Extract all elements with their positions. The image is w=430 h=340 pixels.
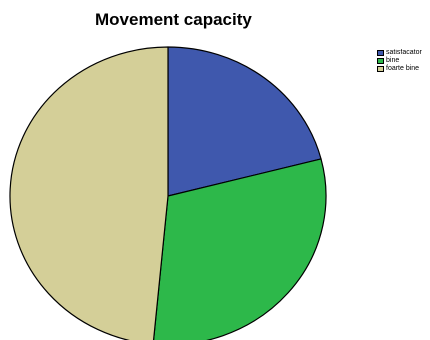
legend-item: satisfacator (377, 49, 430, 57)
legend-swatch (377, 58, 384, 64)
chart-title: Movement capacity (95, 10, 252, 29)
legend-label: bine (386, 57, 400, 64)
pie-slice-satisfacator (167, 46, 322, 197)
legend-item: foarte bine (377, 65, 430, 73)
pie-slice-bine (152, 158, 327, 340)
legend-swatch (377, 66, 384, 72)
legend-label: foarte bine (386, 65, 420, 72)
legend-label: satisfacator (386, 49, 422, 56)
pie-slice-foarte-bine (9, 46, 169, 340)
legend-item: bine (377, 57, 430, 65)
legend-swatch (377, 50, 384, 56)
legend: satisfacator bine foarte bine (377, 49, 430, 73)
